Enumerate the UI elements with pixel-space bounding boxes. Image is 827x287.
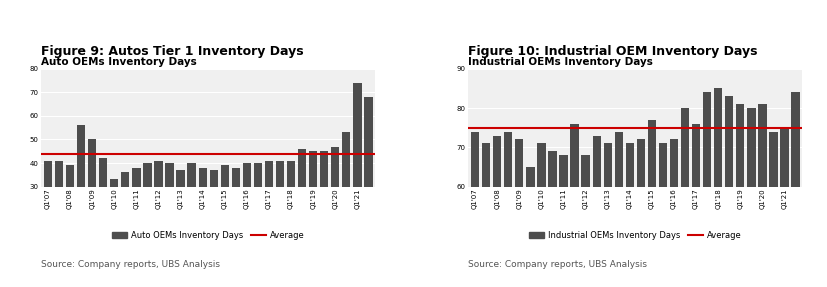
Bar xyxy=(626,144,634,287)
Bar xyxy=(493,135,501,287)
Bar xyxy=(637,139,645,287)
Bar xyxy=(265,161,273,257)
Bar xyxy=(659,144,667,287)
Bar xyxy=(748,108,756,287)
Bar xyxy=(758,104,767,287)
Bar xyxy=(287,161,295,257)
Bar xyxy=(604,144,612,287)
Bar xyxy=(298,149,306,257)
Bar xyxy=(781,128,789,287)
Text: Auto OEMs Inventory Days: Auto OEMs Inventory Days xyxy=(41,57,197,67)
Bar xyxy=(88,139,96,257)
Bar xyxy=(648,120,656,287)
Bar xyxy=(791,92,800,287)
Bar xyxy=(703,92,711,287)
Bar xyxy=(320,151,328,257)
Bar xyxy=(571,124,579,287)
Bar xyxy=(132,168,141,257)
Bar xyxy=(515,139,523,287)
Bar xyxy=(188,163,196,257)
Bar xyxy=(526,167,534,287)
Bar xyxy=(364,97,373,257)
Bar xyxy=(725,96,734,287)
Bar xyxy=(592,135,600,287)
Bar xyxy=(66,165,74,257)
Bar xyxy=(538,144,546,287)
Text: Figure 10: Industrial OEM Inventory Days: Figure 10: Industrial OEM Inventory Days xyxy=(468,45,758,58)
Bar xyxy=(559,155,567,287)
Bar xyxy=(243,163,251,257)
Bar xyxy=(165,163,174,257)
Legend: Industrial OEMs Inventory Days, Average: Industrial OEMs Inventory Days, Average xyxy=(526,228,745,244)
Bar xyxy=(681,108,689,287)
Bar xyxy=(670,139,678,287)
Bar xyxy=(155,161,163,257)
Bar xyxy=(614,132,623,287)
Bar xyxy=(221,165,229,257)
Text: Source: Company reports, UBS Analysis: Source: Company reports, UBS Analysis xyxy=(41,259,220,269)
Bar xyxy=(331,147,339,257)
Bar xyxy=(769,132,777,287)
Bar xyxy=(122,172,130,257)
Bar xyxy=(482,144,490,287)
Bar xyxy=(110,179,118,257)
Bar xyxy=(736,104,744,287)
Bar xyxy=(198,168,207,257)
Legend: Auto OEMs Inventory Days, Average: Auto OEMs Inventory Days, Average xyxy=(109,228,308,244)
Bar xyxy=(471,132,480,287)
Text: Figure 9: Autos Tier 1 Inventory Days: Figure 9: Autos Tier 1 Inventory Days xyxy=(41,45,304,58)
Bar xyxy=(692,124,700,287)
Bar xyxy=(342,132,351,257)
Text: Industrial OEMs Inventory Days: Industrial OEMs Inventory Days xyxy=(468,57,653,67)
Bar xyxy=(55,161,63,257)
Bar xyxy=(714,88,722,287)
Bar xyxy=(209,170,218,257)
Bar xyxy=(44,161,52,257)
Bar xyxy=(504,132,513,287)
Bar xyxy=(276,161,284,257)
Bar xyxy=(77,125,85,257)
Bar xyxy=(581,155,590,287)
Text: Source: Company reports, UBS Analysis: Source: Company reports, UBS Analysis xyxy=(468,259,648,269)
Bar xyxy=(143,163,151,257)
Bar xyxy=(309,151,318,257)
Bar xyxy=(176,170,184,257)
Bar xyxy=(99,158,108,257)
Bar xyxy=(232,168,240,257)
Bar xyxy=(353,83,361,257)
Bar xyxy=(548,151,557,287)
Bar xyxy=(254,163,262,257)
